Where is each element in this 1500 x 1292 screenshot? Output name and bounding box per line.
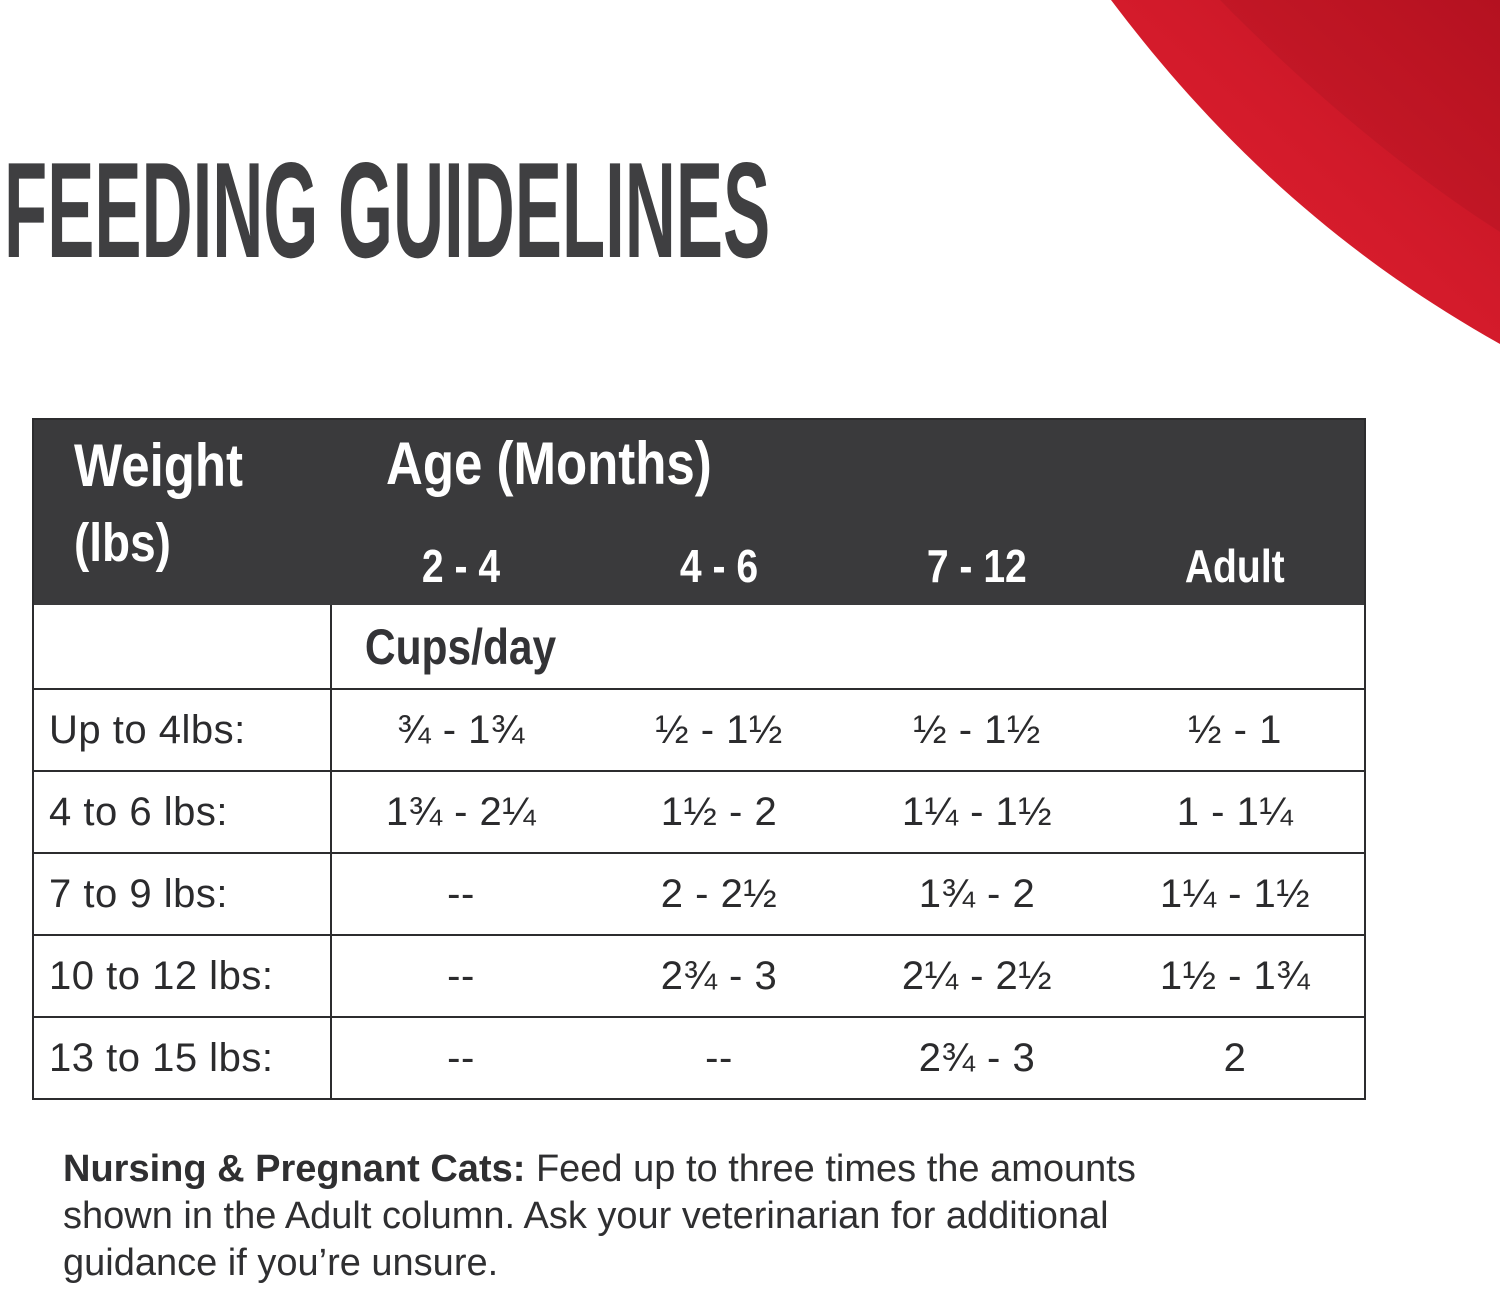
note-line-3: guidance if you’re unsure. <box>63 1242 499 1284</box>
value-cell: 1½ - 2 <box>660 789 778 834</box>
value-cell: 2¾ - 3 <box>660 953 778 998</box>
weight-cell: 10 to 12 lbs: <box>34 936 332 1016</box>
table-row: 13 to 15 lbs: -- -- 2¾ - 3 2 <box>34 1016 1364 1098</box>
weight-cell: 7 to 9 lbs: <box>34 854 332 934</box>
weight-cell: 4 to 6 lbs: <box>34 772 332 852</box>
table-row: Up to 4lbs: ¾ - 1¾ ½ - 1½ ½ - 1½ ½ - 1 <box>34 688 1364 770</box>
units-row: Cups/day <box>34 605 1364 688</box>
age-col-adult: Adult <box>1185 540 1285 592</box>
value-cell: ½ - 1½ <box>913 707 1041 752</box>
value-cell: 1½ - 1¾ <box>1159 953 1311 998</box>
age-col-4-6: 4 - 6 <box>679 540 759 592</box>
cups-per-day-label: Cups/day <box>365 618 557 675</box>
weight-cell: 13 to 15 lbs: <box>34 1018 332 1098</box>
value-cell: 1 - 1¼ <box>1176 789 1294 834</box>
value-cell: ½ - 1 <box>1188 707 1282 752</box>
value-cell: -- <box>447 871 475 916</box>
value-cell: 2 <box>1223 1035 1247 1080</box>
note-bold-lead: Nursing & Pregnant Cats: <box>63 1148 526 1190</box>
units-row-empty-cell <box>34 605 332 688</box>
value-cell: 2 - 2½ <box>660 871 778 916</box>
note-line-2: shown in the Adult column. Ask your vete… <box>63 1195 1109 1237</box>
value-cell: ¾ - 1¾ <box>397 707 525 752</box>
value-cell: 1¼ - 1½ <box>901 789 1053 834</box>
table-header: Weight (lbs) Age (Months) 2 - 4 4 - 6 7 … <box>34 420 1364 605</box>
value-cell: 1¼ - 1½ <box>1159 871 1311 916</box>
value-cell: 1¾ - 2¼ <box>385 789 537 834</box>
age-months-header: Age (Months) <box>386 430 712 497</box>
note-line-1: Nursing & Pregnant Cats: Feed up to thre… <box>63 1148 1136 1190</box>
table-row: 4 to 6 lbs: 1¾ - 2¼ 1½ - 2 1¼ - 1½ 1 - 1… <box>34 770 1364 852</box>
value-cell: ½ - 1½ <box>655 707 783 752</box>
value-cell: 2¼ - 2½ <box>901 953 1053 998</box>
weight-cell: Up to 4lbs: <box>34 690 332 770</box>
table-row: 10 to 12 lbs: -- 2¾ - 3 2¼ - 2½ 1½ - 1¾ <box>34 934 1364 1016</box>
value-cell: -- <box>447 1035 475 1080</box>
value-cell: 1¾ - 2 <box>918 871 1036 916</box>
feeding-guidelines-table: Weight (lbs) Age (Months) 2 - 4 4 - 6 7 … <box>32 418 1366 1100</box>
value-cell: -- <box>447 953 475 998</box>
age-subcolumn-headers: 2 - 4 4 - 6 7 - 12 Adult <box>332 543 1364 589</box>
nursing-pregnant-note: Nursing & Pregnant Cats: Feed up to thre… <box>63 1146 1393 1287</box>
page-title: FEEDING GUIDELINES <box>4 142 1478 278</box>
value-cell: -- <box>705 1035 733 1080</box>
weight-column-header: Weight <box>74 432 244 499</box>
age-col-2-4: 2 - 4 <box>421 540 501 592</box>
age-col-7-12: 7 - 12 <box>926 540 1027 592</box>
red-swoosh-decoration <box>1111 0 1500 344</box>
weight-unit-header: (lbs) <box>74 513 171 573</box>
table-row: 7 to 9 lbs: -- 2 - 2½ 1¾ - 2 1¼ - 1½ <box>34 852 1364 934</box>
page-title-text: FEEDING GUIDELINES <box>4 134 771 286</box>
value-cell: 2¾ - 3 <box>918 1035 1036 1080</box>
